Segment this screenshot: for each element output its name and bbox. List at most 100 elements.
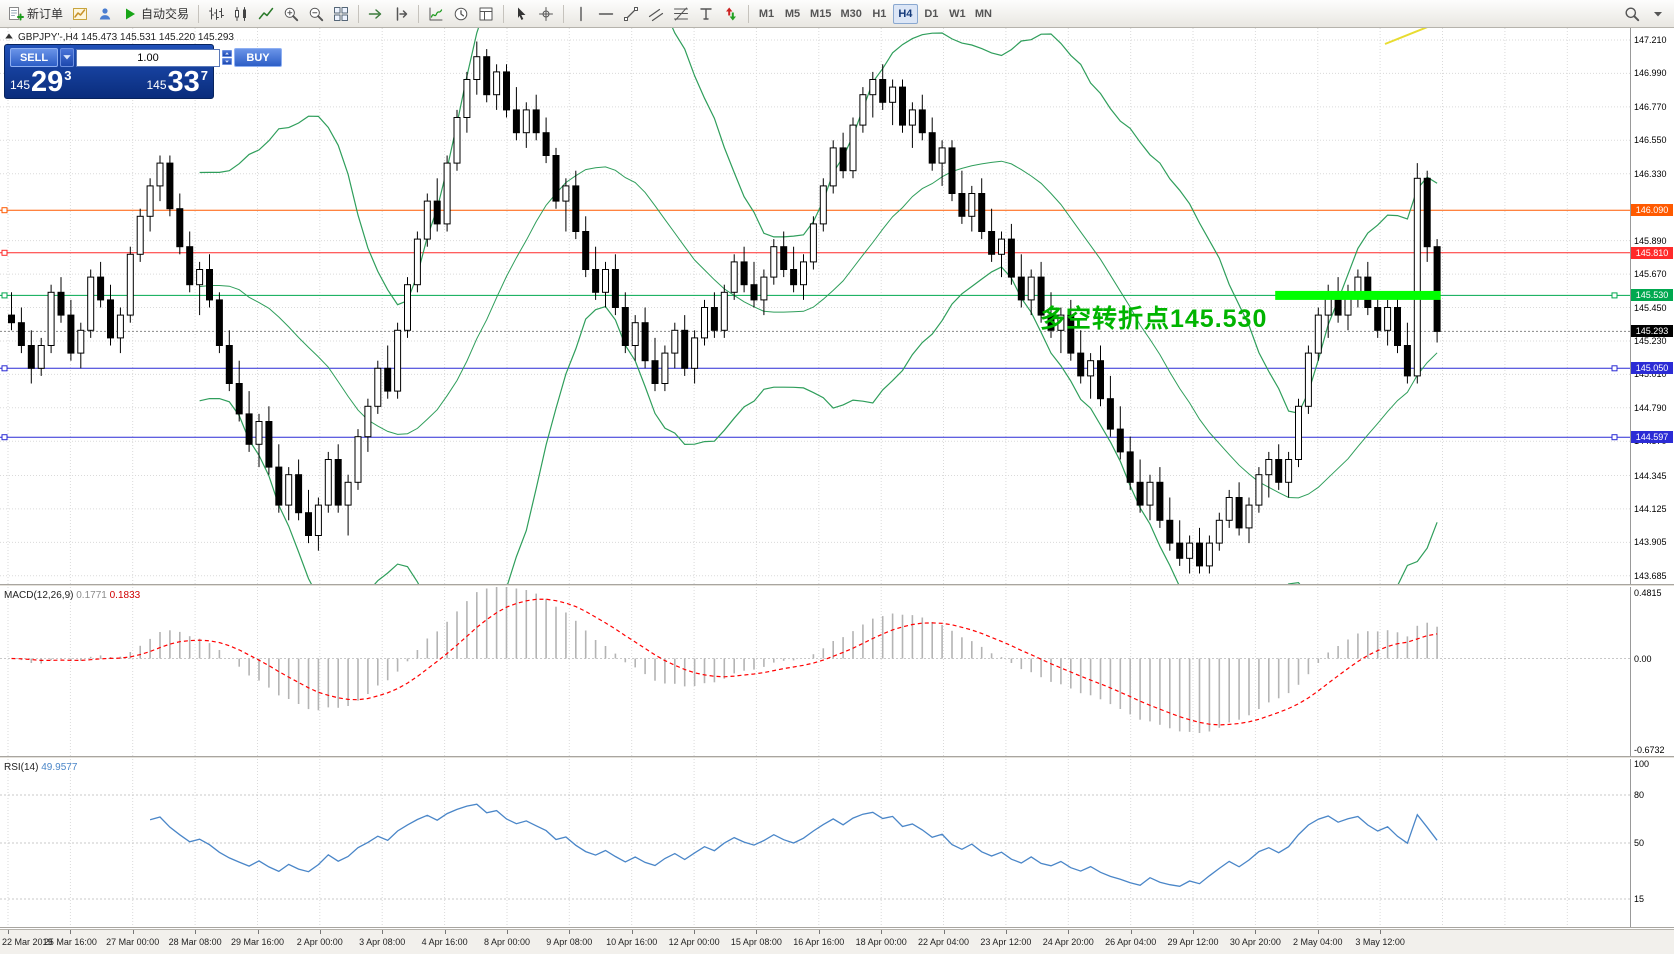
price-level-tag: 146.090 xyxy=(1631,204,1673,217)
time-axis-label: 3 Apr 08:00 xyxy=(359,937,406,947)
panel-separator[interactable] xyxy=(0,927,1674,929)
volume-up-icon[interactable] xyxy=(222,50,232,57)
rsi-chart[interactable] xyxy=(0,759,1674,927)
new-order-button[interactable]: 新订单 xyxy=(4,3,67,25)
macd-name: MACD(12,26,9) xyxy=(4,590,74,601)
buy-price-prefix: 145 xyxy=(146,78,167,92)
time-axis-label: 24 Apr 20:00 xyxy=(1042,937,1094,947)
toolbar-separator xyxy=(198,4,200,23)
candlestick-chart[interactable] xyxy=(0,28,1674,584)
fibo-button[interactable] xyxy=(669,3,693,25)
rsi-axis-label: 50 xyxy=(1634,838,1645,848)
rsi-svg[interactable] xyxy=(0,759,1674,927)
timeframe-m30-button[interactable]: M30 xyxy=(836,4,865,24)
zoom-out-icon xyxy=(309,7,324,21)
volume-down-icon[interactable] xyxy=(222,58,232,65)
price-axis-label: 145.450 xyxy=(1634,302,1667,313)
time-tick xyxy=(132,930,134,934)
crosshair-button[interactable] xyxy=(534,3,558,25)
pivot-annotation: 多空转折点145.530 xyxy=(1040,305,1268,333)
price-level-tag: 145.530 xyxy=(1631,289,1673,302)
sell-price-pip: 3 xyxy=(64,68,72,83)
zoom-out-button[interactable] xyxy=(304,3,328,25)
oneclick-toggle-icon[interactable] xyxy=(4,31,14,44)
templates-button[interactable] xyxy=(474,3,498,25)
buy-price-pip: 7 xyxy=(200,68,208,83)
current-price-tag: 145.293 xyxy=(1631,325,1673,338)
trendline-icon xyxy=(624,6,639,21)
volume-stepper[interactable] xyxy=(222,50,232,65)
indicators-icon xyxy=(429,7,443,20)
rsi-panel[interactable]: RSI(14) 49.9577 100 80 50 15 xyxy=(0,759,1674,927)
profiles-button[interactable] xyxy=(93,3,117,25)
zoom-in-icon xyxy=(284,7,299,21)
candle-chart-button[interactable] xyxy=(229,3,253,25)
time-axis-label: 25 Mar 16:00 xyxy=(43,937,97,947)
volume-dropdown-button[interactable] xyxy=(60,48,74,67)
macd-chart[interactable] xyxy=(0,587,1674,756)
chart-shift-button[interactable] xyxy=(389,3,413,25)
macd-panel[interactable]: MACD(12,26,9) 0.1771 0.1833 0.4815 0.00 -0… xyxy=(0,587,1674,756)
time-tick xyxy=(8,930,9,934)
sell-price[interactable]: 145 29 3 xyxy=(10,68,72,97)
auto-scroll-button[interactable] xyxy=(364,3,388,25)
trendline-button[interactable] xyxy=(619,3,643,25)
vline-button[interactable] xyxy=(569,3,593,25)
price-axis-label: 144.345 xyxy=(1634,470,1667,481)
buy-price[interactable]: 145 33 7 xyxy=(146,68,208,97)
macd-svg[interactable] xyxy=(0,587,1674,756)
timeframe-m5-button[interactable]: M5 xyxy=(780,4,805,24)
hline-button[interactable] xyxy=(594,3,618,25)
search-button[interactable] xyxy=(1620,3,1644,25)
timeframe-m1-button[interactable]: M1 xyxy=(754,4,779,24)
sell-button[interactable]: SELL xyxy=(10,48,58,67)
bar-chart-button[interactable] xyxy=(204,3,228,25)
panel-separator[interactable] xyxy=(0,584,1674,587)
timeframe-h4-button[interactable]: H4 xyxy=(892,3,918,24)
bars-icon xyxy=(209,7,225,20)
volume-input[interactable] xyxy=(76,48,220,67)
panel-separator[interactable] xyxy=(0,756,1674,759)
toolbar-dropdown-button[interactable] xyxy=(1646,3,1670,25)
timeframe-m15-button[interactable]: M15 xyxy=(806,4,835,24)
periods-button[interactable] xyxy=(449,3,473,25)
main-chart[interactable]: 147.210 146.990 146.770 146.550 146.330 145.8… xyxy=(0,28,1674,584)
price-level-tag: 145.810 xyxy=(1631,246,1673,259)
time-tick xyxy=(195,930,197,934)
timeframe-mn-button[interactable]: MN xyxy=(971,4,996,24)
template-icon xyxy=(479,7,493,20)
toolbar: 新订单 自动交易 M1 M5 M15 M30 H1 H4 D1 W1 MN xyxy=(0,0,1674,28)
timeframe-w1-button[interactable]: W1 xyxy=(945,4,970,24)
candles-svg[interactable] xyxy=(0,28,1674,584)
caret-up-lt-icon xyxy=(225,52,229,55)
arrows-icon xyxy=(726,7,737,20)
cursor-button[interactable] xyxy=(509,3,533,25)
time-tick xyxy=(631,930,633,934)
channel-button[interactable] xyxy=(644,3,668,25)
line-chart-button[interactable] xyxy=(254,3,278,25)
zoom-in-button[interactable] xyxy=(279,3,303,25)
price-axis-label: 146.550 xyxy=(1634,135,1667,146)
time-axis-label: 22 Mar 2019 xyxy=(2,937,53,947)
charts-button[interactable] xyxy=(68,3,92,25)
buy-button[interactable]: BUY xyxy=(234,48,282,67)
indicators-button[interactable] xyxy=(424,3,448,25)
rsi-name: RSI(14) xyxy=(4,762,39,773)
time-axis[interactable]: 22 Mar 2019 25 Mar 16:00 27 Mar 00:00 28 Ma… xyxy=(0,929,1674,954)
timeframe-d1-button[interactable]: D1 xyxy=(919,4,944,24)
arrows-button[interactable] xyxy=(719,3,743,25)
time-tick xyxy=(382,930,384,934)
text-button[interactable] xyxy=(694,3,718,25)
tile-windows-button[interactable] xyxy=(329,3,353,25)
autotrading-button[interactable]: 自动交易 xyxy=(118,3,193,25)
sell-price-prefix: 145 xyxy=(10,78,31,92)
tile-icon xyxy=(334,6,349,21)
toolbar-separator xyxy=(503,4,505,23)
timeframe-h1-button[interactable]: H1 xyxy=(867,4,892,24)
macd-label: MACD(12,26,9) 0.1771 0.1833 xyxy=(4,590,140,601)
price-level-tag: 144.597 xyxy=(1631,431,1673,444)
price-axis-label: 146.770 xyxy=(1634,101,1667,112)
symbol-ohlc-text: GBPJPY'-,H4 145.473 145.531 145.220 145.… xyxy=(18,32,234,43)
hline-icon xyxy=(598,12,614,15)
